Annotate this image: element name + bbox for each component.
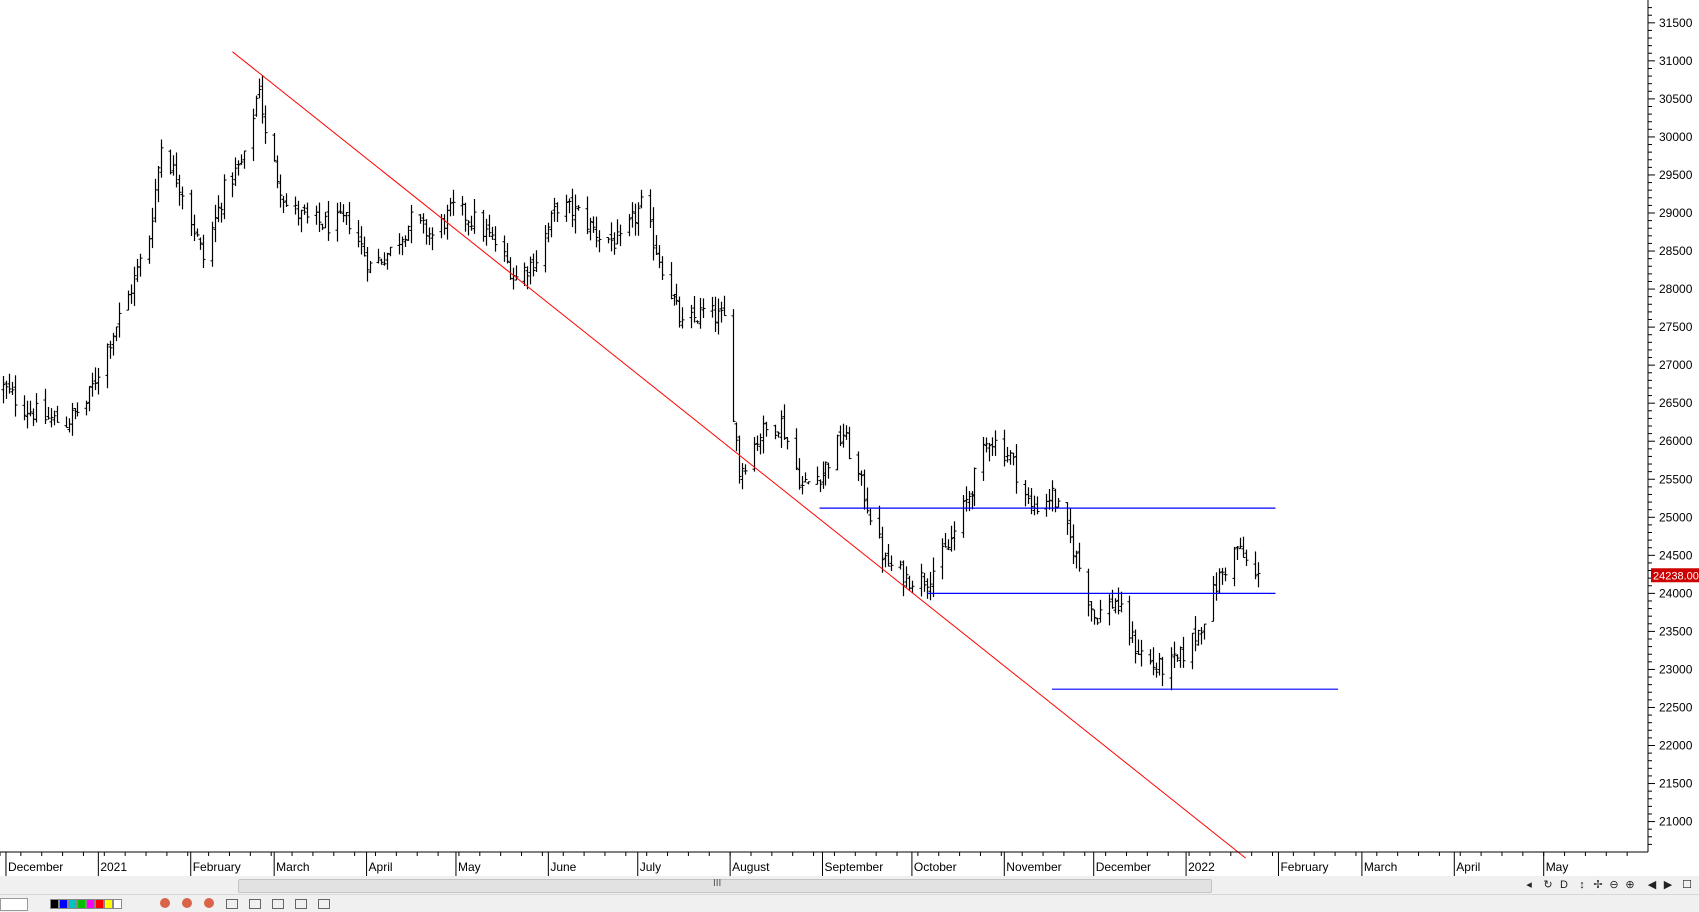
frame-tool-icon[interactable] [226,899,238,909]
x-tick-label: December [1096,860,1151,874]
draw-tool-icon[interactable] [160,898,170,908]
x-tick-label: March [1364,860,1397,874]
y-tick-label: 22500 [1659,700,1693,714]
refresh-icon[interactable]: ↻ [1543,879,1553,891]
x-tick-label: December [8,860,63,874]
y-tick-label: 31500 [1659,16,1693,30]
y-tick-label: 23000 [1659,662,1693,676]
drawing-toolbar [0,894,1699,912]
scroll-thumb[interactable]: III [238,878,1212,893]
frame-tool-icon[interactable] [249,899,261,909]
scroll-grip-icon: III [713,878,722,889]
color-swatch-white[interactable] [113,899,122,909]
y-tick-label: 26000 [1659,434,1693,448]
x-tick-label: February [193,860,241,874]
x-tick-label: May [1546,860,1569,874]
price-axis[interactable]: 21000 21500 22000 22500 23000 23500 24000 24500… [1648,7,1693,845]
y-tick-label: 25000 [1659,510,1693,524]
y-tick-label: 29500 [1659,168,1693,182]
scroll-forward-icon[interactable]: ▶ [1663,879,1673,891]
color-swatch-cyan[interactable] [68,899,77,909]
color-swatch-green[interactable] [77,899,86,909]
last-price-value: 24238.00 [1653,570,1699,582]
y-tick-label: 31000 [1659,54,1693,68]
y-tick-label: 28500 [1659,244,1693,258]
price-chart[interactable]: 21000 21500 22000 22500 23000 23500 24000 24500… [0,0,1699,876]
color-swatch-black[interactable] [50,899,59,909]
x-tick-label: 2022 [1188,860,1215,874]
frame-tool-icon[interactable] [272,899,284,909]
drawn-lines [232,51,1339,859]
y-tick-label: 23500 [1659,624,1693,638]
last-price-tag-bg [1651,568,1699,583]
x-tick-label: May [458,860,481,874]
toolbar-field[interactable] [0,898,28,911]
x-tick-label: 2021 [100,860,127,874]
downtrend-line[interactable] [232,51,1246,859]
zoom-in-icon[interactable]: ⊕ [1625,879,1635,891]
y-tick-label: 24500 [1659,548,1693,562]
y-tick-label: 29000 [1659,206,1693,220]
y-tick-label: 24000 [1659,586,1693,600]
zoom-out-icon[interactable]: ⊖ [1609,879,1619,891]
window-icon[interactable]: ☐ [1682,879,1692,891]
frame-tool-icon[interactable] [295,899,307,909]
vertical-zoom-icon[interactable]: ↕ [1579,879,1585,891]
scroll-back-icon[interactable]: ◀ [1647,879,1657,891]
y-tick-label: 30000 [1659,130,1693,144]
horizontal-scrollbar[interactable]: III ◂ ↻ D ↕ ✢ ⊖ ⊕ ◀ ▶ ☐ [0,876,1699,894]
draw-tool-icon[interactable] [182,898,192,908]
x-tick-label: March [276,860,309,874]
x-tick-label: August [732,860,770,874]
color-swatch-magenta[interactable] [86,899,95,909]
y-tick-label: 21000 [1659,815,1693,829]
period-daily-button[interactable]: D [1560,879,1568,891]
plot-area[interactable] [0,0,1648,876]
y-tick-label: 25500 [1659,472,1693,486]
y-tick-label: 22000 [1659,739,1693,753]
x-tick-label: April [1456,860,1480,874]
x-tick-label: April [369,860,393,874]
y-tick-label: 21500 [1659,777,1693,791]
x-tick-label: September [825,860,884,874]
y-tick-label: 28000 [1659,282,1693,296]
x-tick-label: July [640,860,661,874]
x-tick-label: February [1280,860,1328,874]
x-tick-label: November [1006,860,1061,874]
y-tick-label: 26500 [1659,396,1693,410]
y-tick-label: 30500 [1659,92,1693,106]
y-tick-label: 27000 [1659,358,1693,372]
x-tick-label: October [914,860,957,874]
ohlc-bars [1,75,1261,691]
color-swatch-blue[interactable] [59,899,68,909]
x-tick-label: June [550,860,576,874]
scroll-left-icon[interactable]: ◂ [1526,879,1532,891]
date-axis[interactable]: December 2021 February March April May June Jul… [0,852,1628,876]
color-swatch-yellow[interactable] [104,899,113,909]
y-tick-label: 27500 [1659,320,1693,334]
crosshair-icon[interactable]: ✢ [1593,879,1603,891]
draw-tool-icon[interactable] [204,898,214,908]
last-price-tag: 24238.00 [1651,568,1699,583]
color-swatch-red[interactable] [95,899,104,909]
frame-tool-icon[interactable] [318,899,330,909]
